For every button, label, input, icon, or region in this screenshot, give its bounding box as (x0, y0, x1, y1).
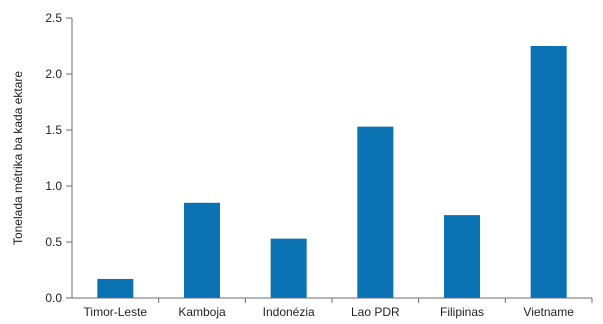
bars (97, 46, 567, 298)
x-tick-label: Kamboja (178, 305, 226, 319)
x-tick-label: Filipinas (440, 305, 484, 319)
y-tick-label: 2.0 (45, 67, 62, 81)
x-axis-ticks: Timor-Leste Kamboja Indonézia Lao PDR Filipi… (84, 298, 593, 319)
y-tick-label: 0.5 (45, 235, 62, 249)
bar (444, 215, 480, 298)
x-tick-label: Lao PDR (351, 305, 400, 319)
y-tick-label: 0.0 (45, 291, 62, 305)
bar (530, 46, 567, 298)
bar (184, 202, 220, 298)
x-tick-label: Timor-Leste (84, 305, 148, 319)
y-tick-label: 1.5 (45, 123, 62, 137)
bar (270, 238, 307, 298)
y-axis-title: Tonelada métrika ba kada ektare (11, 71, 25, 245)
y-axis-title-group: Tonelada métrika ba kada ektare (11, 71, 25, 245)
y-tick-label: 2.5 (45, 11, 62, 25)
bar (357, 126, 394, 298)
x-tick-label: Indonézia (263, 305, 315, 319)
axes (71, 18, 592, 299)
x-tick-label: Vietname (523, 305, 574, 319)
bar (97, 278, 134, 298)
y-axis-ticks: 0.0 0.5 1.0 1.5 2.0 2.5 (45, 11, 72, 305)
y-tick-label: 1.0 (45, 179, 62, 193)
